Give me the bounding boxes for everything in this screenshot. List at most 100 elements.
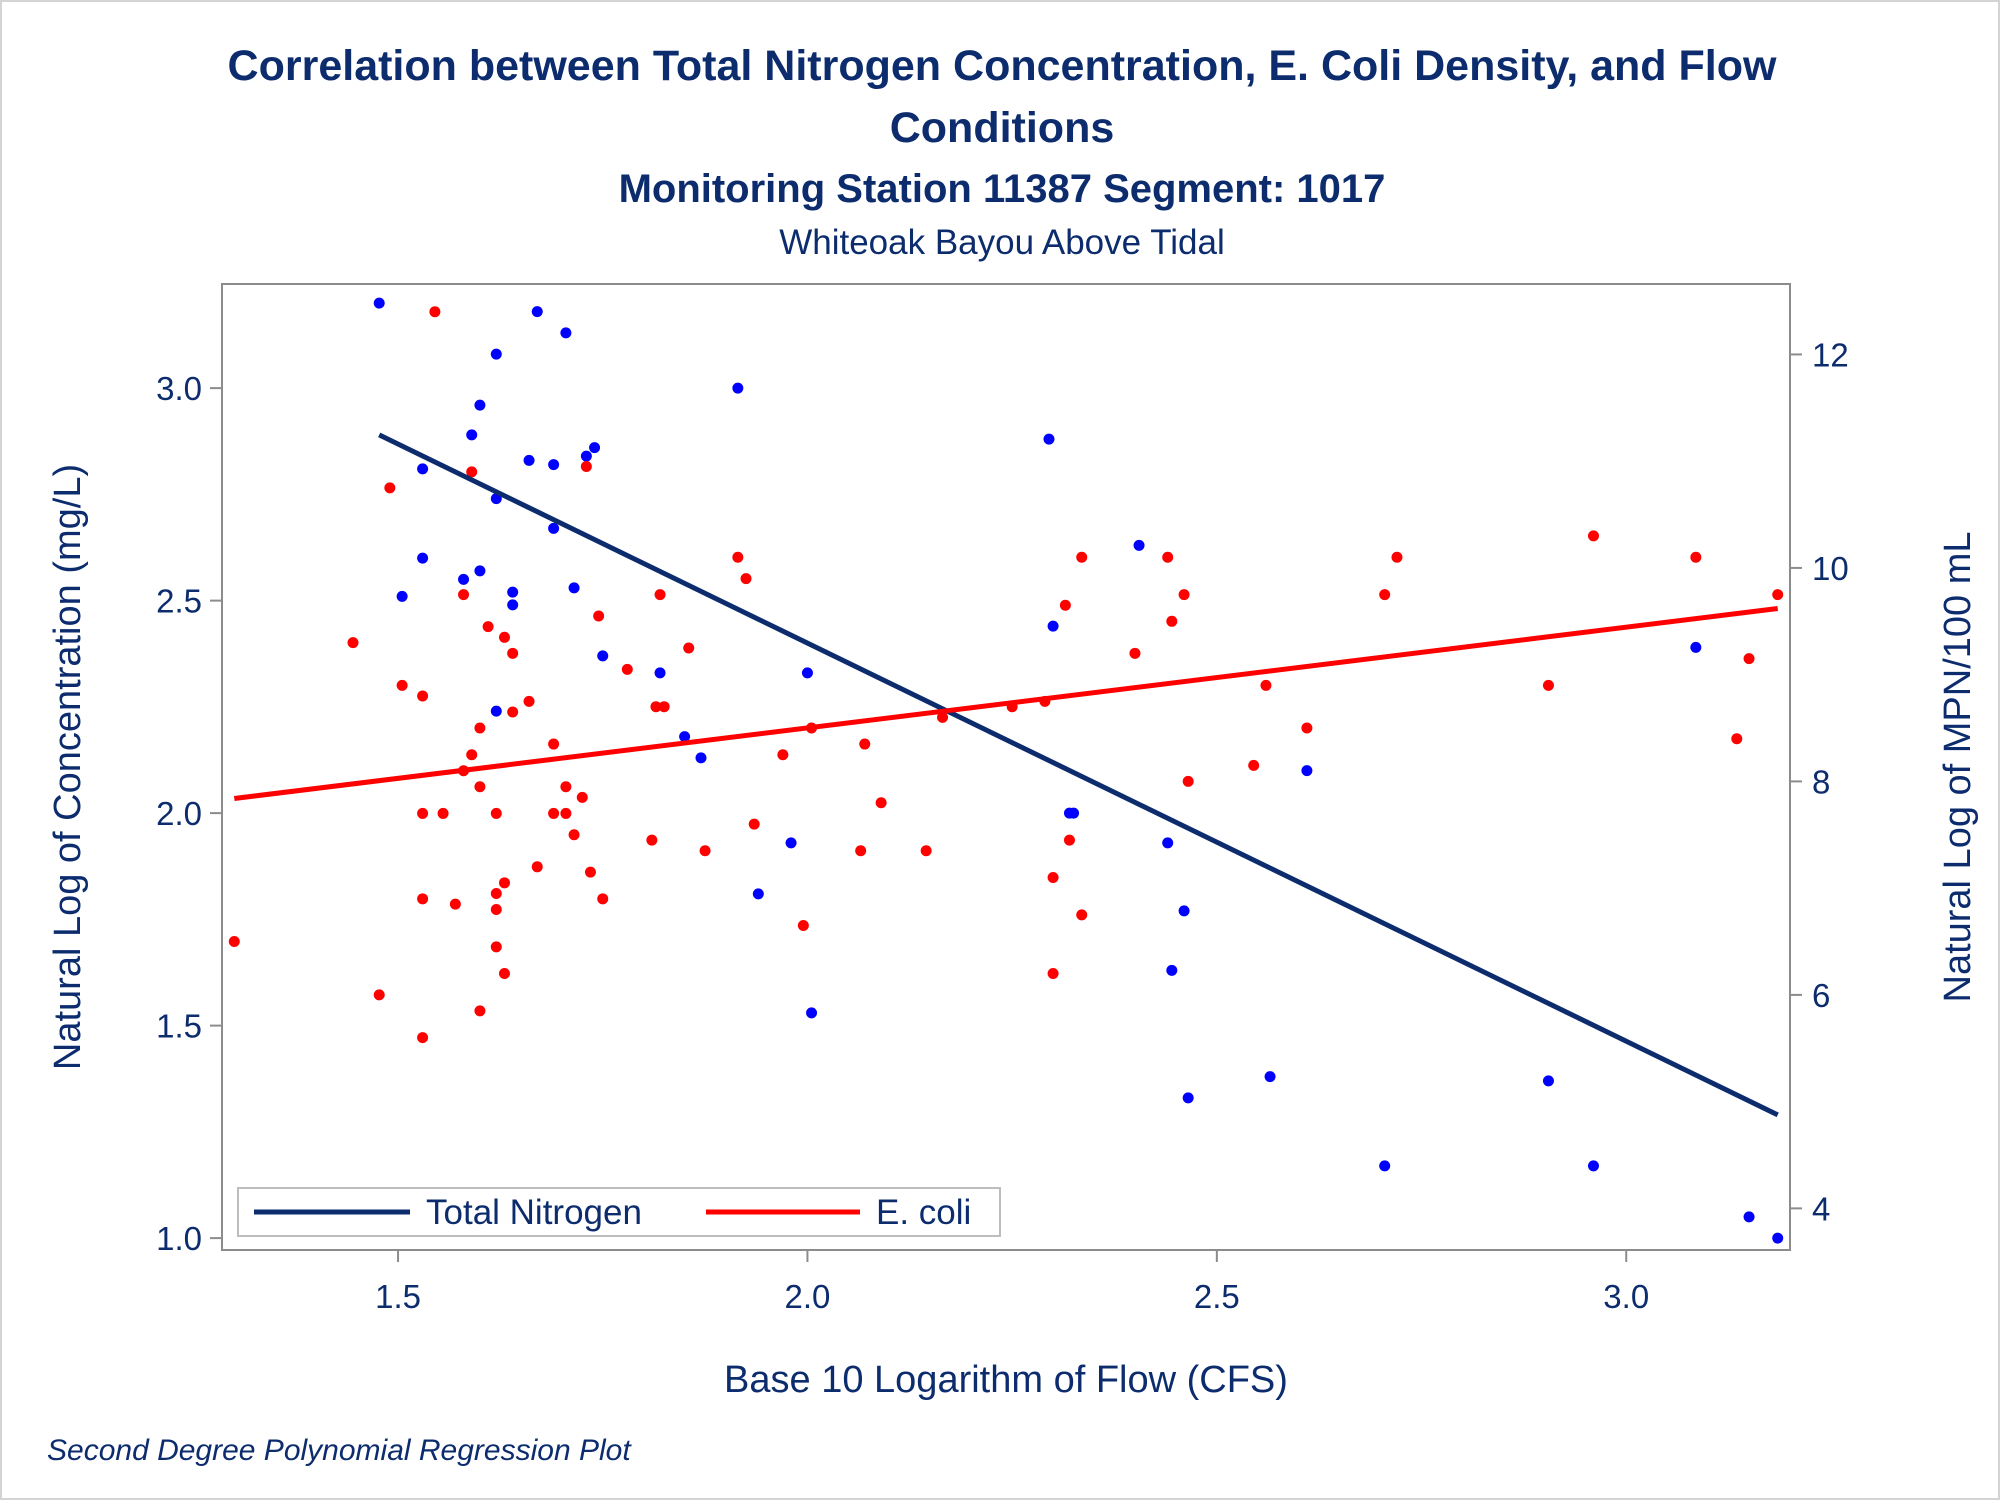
ecoli-point xyxy=(777,749,789,761)
ecoli-point xyxy=(1047,871,1059,883)
y-left-tick-label: 2.5 xyxy=(156,583,202,620)
nitrogen-point xyxy=(1542,1075,1554,1087)
nitrogen-point xyxy=(466,429,478,441)
y-left-tick-label: 2.0 xyxy=(156,795,202,832)
ecoli-point xyxy=(1129,647,1141,659)
nitrogen-point xyxy=(490,705,502,717)
x-tick-label: 2.0 xyxy=(785,1278,831,1315)
ecoli-point xyxy=(466,466,478,478)
ecoli-point xyxy=(228,936,240,948)
y-left-tick-label: 1.5 xyxy=(156,1008,202,1045)
nitrogen-point xyxy=(732,382,744,394)
ecoli-point xyxy=(437,807,449,819)
ecoli-point xyxy=(429,306,441,318)
ecoli-point xyxy=(859,738,871,750)
y-axis-left: 1.0 1.5 2.0 2.5 3.0 xyxy=(156,370,222,1257)
nitrogen-point xyxy=(1743,1211,1755,1223)
ecoli-point xyxy=(490,807,502,819)
ecoli-point xyxy=(490,903,502,915)
nitrogen-point xyxy=(531,306,543,318)
legend-label-total-nitrogen: Total Nitrogen xyxy=(426,1193,642,1232)
ecoli-point xyxy=(548,738,560,750)
ecoli-point xyxy=(1301,722,1313,734)
nitrogen-point xyxy=(1182,1092,1194,1104)
nitrogen-point xyxy=(474,399,486,411)
ecoli-point xyxy=(650,701,662,713)
footnote: Second Degree Polynomial Regression Plot xyxy=(47,1434,632,1467)
y-right-tick-label: 10 xyxy=(1812,550,1849,587)
nitrogen-point xyxy=(806,1007,818,1019)
ecoli-point xyxy=(523,695,535,707)
chart-title-line1: Correlation between Total Nitrogen Conce… xyxy=(228,42,1777,90)
nitrogen-point xyxy=(589,442,601,454)
ecoli-point xyxy=(920,845,932,857)
y-axis-left-label: Natural Log of Concentration (mg/L) xyxy=(47,464,89,1070)
ecoli-point xyxy=(1166,615,1178,627)
ecoli-point xyxy=(1379,589,1391,601)
legend-label-e-coli: E. coli xyxy=(876,1193,971,1232)
ecoli-point xyxy=(1260,679,1272,691)
ecoli-point xyxy=(1059,599,1071,611)
nitrogen-point xyxy=(458,573,470,585)
nitrogen-point xyxy=(1068,807,1080,819)
nitrogen-point xyxy=(654,667,666,679)
y-right-tick-label: 6 xyxy=(1812,977,1830,1014)
nitrogen-point xyxy=(560,327,572,339)
nitrogen-point xyxy=(1133,539,1145,551)
ecoli-point xyxy=(1076,909,1088,921)
nitrogen-point xyxy=(679,731,691,743)
x-tick-label: 2.5 xyxy=(1194,1278,1240,1315)
ecoli-point xyxy=(658,701,670,713)
nitrogen-point xyxy=(523,454,535,466)
nitrogen-point xyxy=(568,582,580,594)
y-right-tick-label: 4 xyxy=(1812,1190,1830,1227)
ecoli-point xyxy=(1542,679,1554,691)
nitrogen-point xyxy=(1043,433,1055,445)
ecoli-point xyxy=(498,877,510,889)
ecoli-point xyxy=(548,807,560,819)
ecoli-point xyxy=(474,781,486,793)
ecoli-point xyxy=(507,706,519,718)
x-axis-label: Base 10 Logarithm of Flow (CFS) xyxy=(724,1359,1288,1401)
ecoli-point xyxy=(347,637,359,649)
nitrogen-point xyxy=(580,450,592,462)
chart-subtitle2: Whiteoak Bayou Above Tidal xyxy=(779,223,1225,262)
nitrogen-point xyxy=(396,590,408,602)
nitrogen-point xyxy=(548,522,560,534)
ecoli-point xyxy=(748,818,760,830)
nitrogen-point xyxy=(1301,765,1313,777)
y-left-tick-label: 3.0 xyxy=(156,370,202,407)
ecoli-point xyxy=(654,589,666,601)
ecoli-point xyxy=(1731,733,1743,745)
nitrogen-point xyxy=(801,667,813,679)
chart-title-line2: Conditions xyxy=(890,104,1115,152)
ecoli-point xyxy=(576,791,588,803)
y-axis-right: 4 6 8 10 12 xyxy=(1790,336,1849,1227)
ecoli-point xyxy=(1162,551,1174,563)
ecoli-point xyxy=(621,663,633,675)
nitrogen-point xyxy=(1178,905,1190,917)
ecoli-point xyxy=(1063,834,1075,846)
ecoli-point xyxy=(1587,530,1599,542)
ecoli-point xyxy=(560,781,572,793)
ecoli-point xyxy=(937,711,949,723)
ecoli-point xyxy=(732,551,744,563)
ecoli-point xyxy=(384,482,396,494)
y-axis-right-label: Natural Log of MPN/100 mL xyxy=(1937,531,1979,1002)
ecoli-point xyxy=(646,834,658,846)
ecoli-point xyxy=(482,621,494,633)
ecoli-point xyxy=(498,968,510,980)
ecoli-point xyxy=(1076,551,1088,563)
ecoli-point xyxy=(560,807,572,819)
ecoli-point xyxy=(417,1032,429,1044)
nitrogen-point xyxy=(417,463,429,475)
ecoli-point xyxy=(449,898,461,910)
ecoli-point xyxy=(584,866,596,878)
ecoli-point xyxy=(1772,589,1784,601)
nitrogen-point xyxy=(1587,1160,1599,1172)
nitrogen-point xyxy=(1166,964,1178,976)
nitrogen-point xyxy=(597,650,609,662)
nitrogen-point xyxy=(1690,641,1702,653)
ecoli-point xyxy=(417,807,429,819)
y-right-tick-label: 12 xyxy=(1812,336,1849,373)
